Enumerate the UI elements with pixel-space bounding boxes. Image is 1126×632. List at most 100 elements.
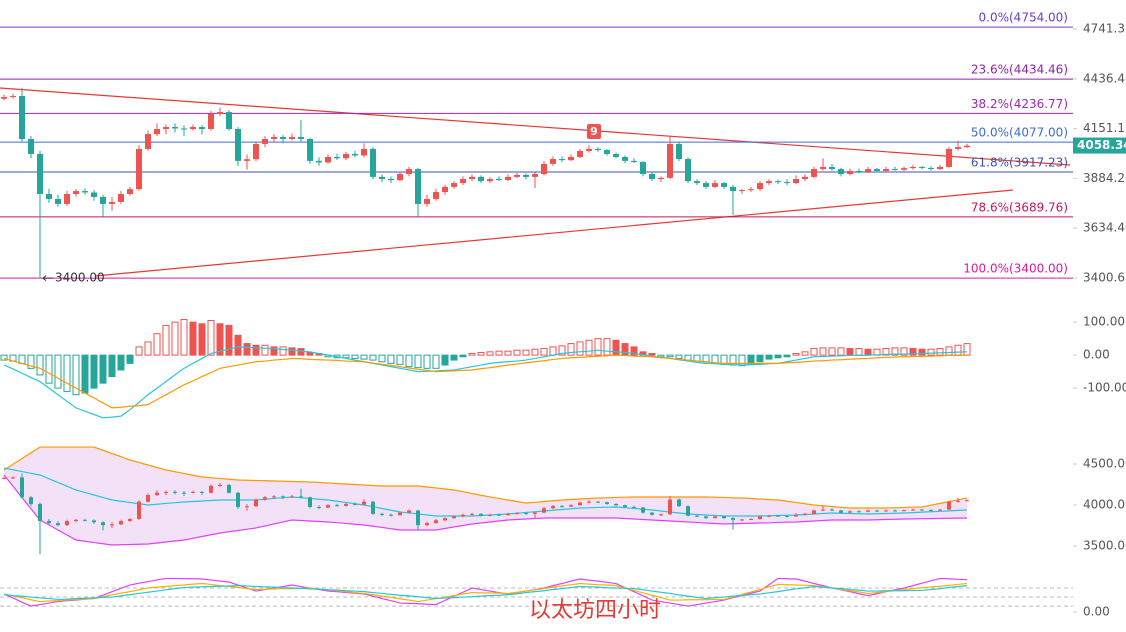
- macd-bar: [756, 354, 764, 363]
- macd-bar: [531, 348, 539, 356]
- candle-body: [353, 503, 357, 505]
- macd-bar: [207, 320, 215, 356]
- candle-body: [505, 176, 511, 180]
- candle-body: [784, 182, 790, 184]
- macd-bar: [783, 354, 791, 358]
- candle-body: [163, 127, 169, 130]
- fib-label: 0.0%(4754.00): [979, 11, 1068, 25]
- candle-body: [631, 160, 637, 163]
- candle-body: [883, 169, 889, 171]
- candle-body: [875, 510, 879, 512]
- macd-bar: [306, 351, 314, 356]
- y-tick-label: 3400.68: [1083, 270, 1126, 284]
- candle-body: [164, 491, 168, 493]
- candle-body: [722, 516, 726, 519]
- candle-body: [235, 129, 241, 161]
- macd-bar: [396, 354, 404, 365]
- macd-bar: [414, 354, 422, 369]
- macd-bar: [162, 324, 170, 356]
- candle-body: [65, 521, 69, 526]
- candle-body: [623, 505, 627, 507]
- macd-bar: [864, 348, 872, 356]
- candle-body: [217, 112, 223, 114]
- macd-bar: [945, 346, 953, 356]
- candle-body: [667, 143, 673, 178]
- candle-body: [352, 153, 358, 156]
- candle-body: [272, 496, 276, 498]
- badge-text: 9: [590, 125, 598, 138]
- candle-body: [703, 183, 709, 187]
- macd-bar: [819, 347, 827, 356]
- candle-body: [496, 179, 502, 181]
- candle-body: [236, 492, 240, 507]
- candle-body: [793, 179, 799, 184]
- macd-line: [3, 346, 968, 419]
- y-tick-label: 3500.00: [1083, 538, 1126, 552]
- candle-body: [433, 192, 439, 199]
- candle-body: [739, 190, 745, 192]
- candle-body: [560, 506, 564, 508]
- candle-body: [901, 168, 907, 170]
- candle-body: [605, 502, 609, 504]
- macd-bar: [486, 351, 494, 356]
- macd-bar: [135, 346, 143, 356]
- macd-bar: [117, 354, 125, 371]
- y-tick-label: 3884.20: [1083, 171, 1126, 185]
- candle-body: [811, 169, 817, 177]
- macd-bar: [738, 354, 746, 367]
- candle-body: [595, 148, 601, 151]
- candle-body: [109, 201, 115, 204]
- candle-body: [371, 501, 375, 514]
- candle-body: [19, 95, 25, 139]
- candle-body: [587, 501, 591, 503]
- candle-body: [218, 485, 222, 486]
- candle-body: [406, 169, 412, 175]
- candle-body: [686, 506, 690, 516]
- candle-body: [713, 516, 717, 519]
- trend-line-upper: [0, 87, 1071, 166]
- macd-bar: [369, 354, 377, 361]
- candle-body: [848, 511, 852, 513]
- candle-body: [677, 499, 681, 507]
- candle-body: [253, 143, 259, 160]
- candle-body: [263, 497, 267, 500]
- macd-bar: [378, 354, 386, 363]
- macd-bar: [630, 346, 638, 356]
- candle-body: [298, 136, 304, 139]
- macd-bar: [63, 354, 71, 392]
- band-line: [3, 446, 968, 509]
- macd-bar: [279, 346, 287, 356]
- macd-bar: [72, 354, 80, 396]
- candle-body: [226, 112, 232, 130]
- candle-body: [938, 509, 942, 511]
- candle-body: [694, 181, 700, 184]
- macd-bar: [963, 343, 971, 356]
- candle-body: [829, 166, 835, 170]
- macd-bar: [54, 354, 62, 389]
- candle-body: [64, 194, 70, 204]
- macd-bar: [45, 354, 53, 384]
- macd-bar: [657, 354, 665, 358]
- candle-body: [281, 496, 285, 498]
- candle-body: [299, 496, 303, 498]
- candle-body: [452, 516, 456, 519]
- candle-body: [740, 519, 744, 521]
- macd-bar: [954, 344, 962, 356]
- candle-body: [326, 505, 330, 508]
- macd-bar: [459, 354, 467, 358]
- candle-body: [379, 176, 385, 180]
- candle-body: [721, 183, 727, 187]
- candle-body: [146, 495, 150, 502]
- candle-body: [370, 148, 376, 177]
- badge: 9: [587, 124, 601, 139]
- candle-body: [227, 485, 231, 493]
- trend-line-lower: [94, 189, 1014, 277]
- candle-body: [397, 174, 403, 181]
- candle-body: [596, 501, 600, 503]
- candle-body: [902, 510, 906, 512]
- macd-bar: [441, 354, 449, 366]
- candle-body: [46, 194, 52, 199]
- y-tick-label: 3634.40: [1083, 221, 1126, 235]
- candle-body: [586, 148, 592, 151]
- last-price-label: 4058.34: [1077, 138, 1126, 152]
